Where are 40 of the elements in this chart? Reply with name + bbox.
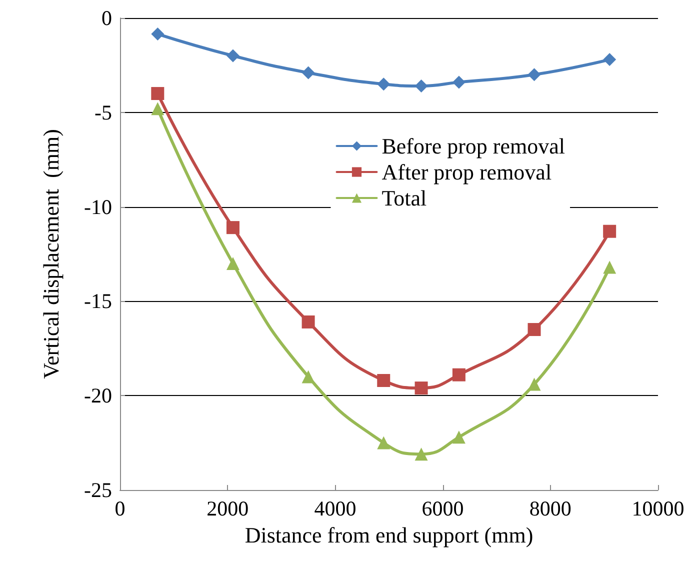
point xyxy=(302,66,315,80)
x-tick-label: 8000 xyxy=(529,496,572,520)
point xyxy=(226,49,240,62)
point xyxy=(452,430,466,444)
y-tick-label: -20 xyxy=(84,384,112,408)
point xyxy=(452,76,466,89)
point xyxy=(603,260,616,274)
point xyxy=(302,370,315,384)
point xyxy=(414,79,428,92)
point xyxy=(528,378,541,391)
point xyxy=(226,221,240,234)
point xyxy=(302,315,315,328)
y-tick-label: -5 xyxy=(94,100,112,124)
point xyxy=(414,382,428,395)
point xyxy=(151,28,164,41)
point xyxy=(226,256,240,270)
point xyxy=(452,368,466,382)
point xyxy=(377,436,390,450)
point xyxy=(151,87,164,100)
legend-label: Total xyxy=(382,186,427,210)
point xyxy=(377,374,390,387)
legend-label: After prop removal xyxy=(382,160,552,184)
legend-label: Before prop removal xyxy=(382,134,566,158)
y-axis-title: Vertical displacement (mm) xyxy=(38,129,64,379)
point xyxy=(414,448,428,461)
point xyxy=(151,102,164,116)
y-tick-label: -25 xyxy=(84,478,112,502)
x-tick-label: 2000 xyxy=(206,496,249,520)
point xyxy=(603,53,616,66)
x-tick-label: 6000 xyxy=(422,496,464,520)
x-axis-title: Distance from end support (mm) xyxy=(244,522,534,548)
point xyxy=(377,78,390,91)
y-tick-label: -15 xyxy=(84,289,112,314)
y-tick-label: 0 xyxy=(102,6,112,30)
x-tick-label: 10000 xyxy=(632,496,684,520)
point xyxy=(528,68,541,82)
x-tick-label: 4000 xyxy=(314,496,356,520)
y-tick-label: -10 xyxy=(84,194,112,219)
point xyxy=(528,323,541,336)
point xyxy=(603,224,616,238)
